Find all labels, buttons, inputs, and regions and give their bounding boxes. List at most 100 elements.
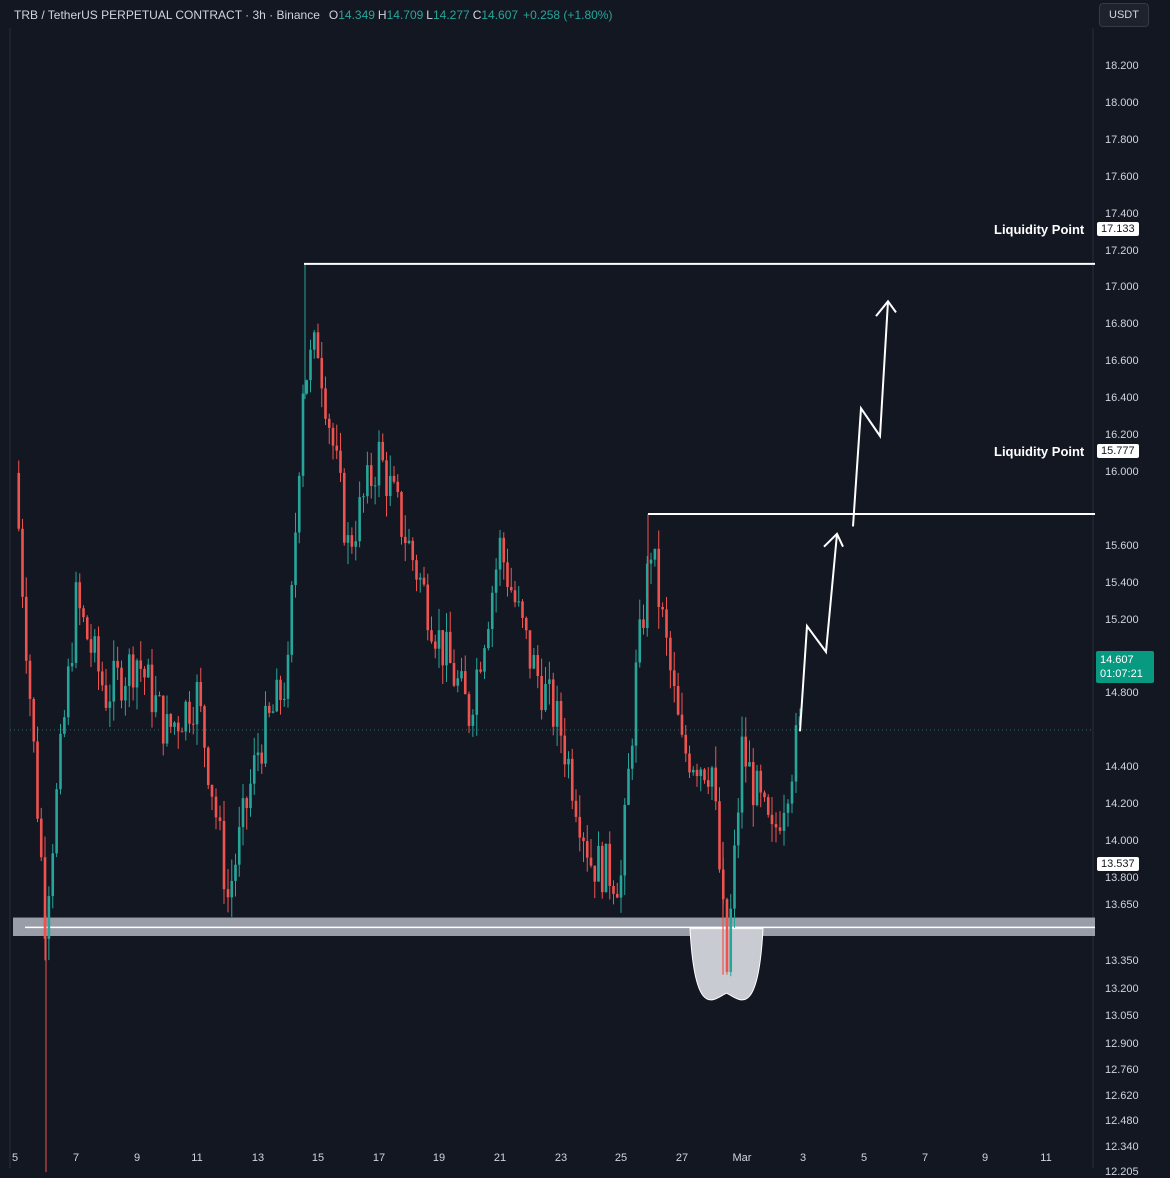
candle-body — [116, 660, 119, 668]
candle-body — [411, 540, 415, 561]
candle-body — [249, 783, 252, 809]
candle-body — [463, 671, 467, 695]
candle-body — [593, 865, 597, 882]
candle-body — [403, 536, 407, 544]
candle-body — [335, 445, 339, 451]
candle-body — [460, 671, 463, 679]
candle-body — [684, 734, 688, 754]
time-axis-tick: 23 — [554, 1152, 568, 1164]
candle-body — [710, 767, 714, 787]
candle-body — [755, 770, 759, 806]
candle-body — [127, 654, 131, 686]
candle-body — [433, 641, 437, 649]
candle-body — [422, 577, 426, 585]
price-axis-tick: 17.600 — [1105, 170, 1139, 183]
price-axis-tick: 14.800 — [1105, 687, 1139, 700]
price-axis-tick: 16.600 — [1105, 355, 1139, 368]
candle-body — [418, 577, 422, 580]
projection-path-2 — [852, 301, 889, 527]
time-axis-tick: 7 — [72, 1152, 80, 1164]
candle-body — [706, 780, 710, 787]
candle-body — [222, 820, 226, 890]
price-axis-tick: 13.650 — [1105, 899, 1139, 912]
candle-body — [120, 667, 123, 701]
candle-body — [630, 745, 634, 769]
candle-body — [66, 666, 70, 718]
candle-body — [112, 660, 116, 702]
candle-body — [733, 845, 736, 909]
candle-body — [513, 590, 517, 603]
candle-body — [191, 723, 195, 725]
candle-body — [309, 349, 312, 381]
candle-body — [245, 798, 249, 809]
symbol-title[interactable]: TRB / TetherUS PERPETUAL CONTRACT · 3h ·… — [14, 8, 320, 22]
candle-body — [695, 769, 699, 777]
price-axis-tick: 17.400 — [1105, 207, 1139, 220]
candle-body — [264, 705, 267, 764]
candle-body — [642, 619, 645, 629]
change-value: +0.258 (+1.80%) — [523, 8, 613, 22]
price-axis-tick: 18.200 — [1105, 60, 1139, 72]
candle-body — [770, 814, 774, 825]
candle-body — [28, 660, 32, 699]
candle-body — [536, 655, 540, 677]
support-price-tag: 13.537 — [1097, 857, 1139, 871]
candle-body — [763, 792, 766, 798]
candle-body — [574, 800, 578, 817]
candle-body — [790, 781, 794, 804]
price-axis-tick: 14.400 — [1105, 761, 1139, 774]
candle-body — [597, 845, 600, 882]
candle-body — [297, 475, 301, 533]
candle-body — [381, 441, 385, 461]
candle-body — [638, 619, 642, 663]
candle-body — [327, 418, 331, 428]
candle-body — [169, 714, 173, 727]
candle-body — [51, 853, 55, 897]
candle-body — [180, 731, 184, 733]
candle-body — [135, 660, 139, 688]
candle-body — [256, 752, 260, 756]
candle-body — [230, 880, 234, 898]
candle-body — [619, 875, 623, 898]
candle-body — [608, 843, 612, 887]
candle-body — [691, 769, 695, 773]
bar-countdown: 01:07:21 — [1100, 668, 1143, 680]
candle-body — [146, 664, 150, 678]
candle-body — [165, 714, 169, 744]
time-axis-tick: 13 — [251, 1152, 265, 1164]
candle-body — [158, 695, 161, 697]
candle-body — [452, 663, 456, 686]
time-axis-tick: 19 — [432, 1152, 446, 1164]
candle-body — [669, 637, 672, 671]
candle-body — [188, 701, 191, 724]
candle-body — [100, 671, 104, 686]
candle-body — [471, 714, 475, 726]
currency-button[interactable]: USDT — [1099, 3, 1149, 27]
projection-arrowhead-2 — [875, 299, 897, 317]
close-value: 14.607 — [481, 8, 519, 22]
candle-body — [718, 801, 721, 870]
candle-body — [275, 679, 279, 712]
candle-body — [740, 736, 744, 813]
candle-body — [214, 796, 218, 818]
price-chart[interactable] — [0, 28, 1095, 1173]
candle-body — [578, 816, 582, 838]
high-value: 14.709 — [386, 8, 424, 22]
price-axis-tick: 12.340 — [1105, 1141, 1139, 1154]
price-axis-tick: 15.600 — [1105, 539, 1139, 552]
symbol-header: TRB / TetherUS PERPETUAL CONTRACT · 3h ·… — [14, 6, 612, 24]
candle-body — [661, 607, 664, 610]
candle-body — [475, 669, 479, 715]
candle-body — [150, 664, 154, 713]
liquidity-lower-price-tag: 15.777 — [1097, 444, 1139, 458]
candle-body — [555, 701, 559, 727]
time-axis-tick: 7 — [921, 1152, 929, 1164]
candle-body — [445, 631, 448, 666]
price-axis-tick: 16.400 — [1105, 392, 1139, 405]
candle-body — [354, 541, 358, 547]
candle-body — [483, 648, 486, 672]
candle-body — [55, 789, 58, 854]
candle-body — [567, 758, 570, 765]
candle-body — [744, 736, 748, 767]
candle-body — [154, 695, 158, 713]
